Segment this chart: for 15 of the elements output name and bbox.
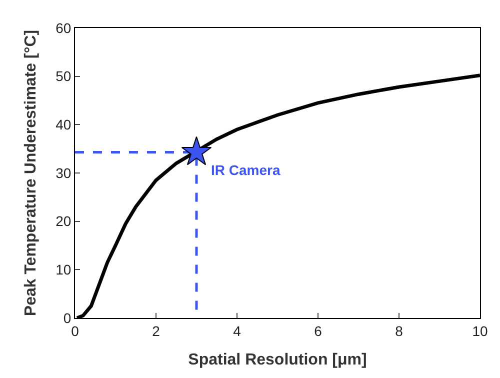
y-tick-label: 0 <box>63 310 72 326</box>
y-axis-title: Peak Temperature Underestimate [°C] <box>22 30 40 316</box>
x-axis-title: Spatial Resolution [μm] <box>188 352 367 368</box>
x-tick-label: 2 <box>152 322 160 339</box>
x-tick-label: 6 <box>314 322 322 339</box>
y-tick-label: 10 <box>56 262 72 278</box>
y-tick-label: 20 <box>56 213 72 230</box>
x-tick-label: 4 <box>233 322 242 339</box>
y-tick-label: 30 <box>56 164 72 181</box>
x-tick-label: 10 <box>472 322 488 339</box>
y-tick-label: 50 <box>56 68 72 84</box>
y-tick-label: 60 <box>56 20 72 36</box>
y-tick-label: 40 <box>56 116 72 133</box>
annotation: IR Camera <box>211 162 280 178</box>
x-tick-label: 8 <box>395 322 404 339</box>
